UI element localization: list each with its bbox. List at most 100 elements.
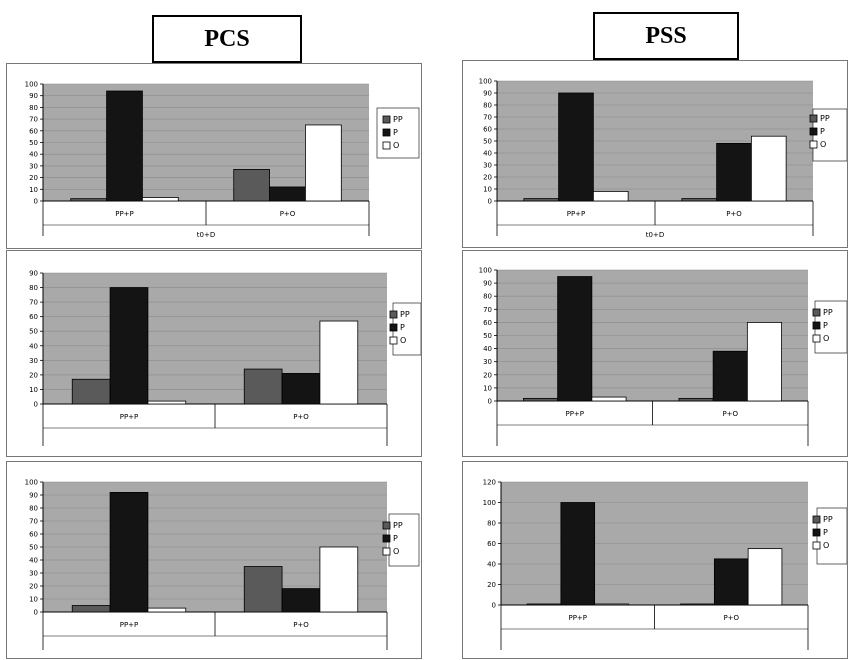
bar-pp [680, 603, 715, 606]
bar-o [750, 135, 787, 202]
y-tick-label: 70 [29, 299, 38, 307]
y-tick-label: 30 [29, 162, 38, 170]
y-tick-label: 70 [29, 518, 38, 526]
legend-label: O [393, 547, 399, 556]
legend-swatch-o [809, 140, 818, 149]
category-label: PP+P [120, 413, 139, 421]
bar-pp [71, 605, 111, 613]
legend-swatch-o [382, 547, 391, 556]
y-tick-label: 90 [483, 280, 492, 288]
pss-header-text: PSS [645, 22, 687, 49]
chart-pcs-3: 0 10 20 30 40 50 60 70 80 90 100 PP+P P+O PP P O [6, 461, 422, 659]
y-tick-label: 0 [34, 198, 38, 206]
legend-swatch-pp [812, 515, 821, 524]
y-tick-label: 0 [34, 401, 38, 409]
y-tick-label: 20 [29, 371, 38, 379]
category-label: PP+P [120, 621, 139, 629]
chart-pss-2: 0 10 20 30 40 50 60 70 80 90 100 PP+P P+O PP P O [462, 250, 848, 457]
bar-pp [243, 368, 283, 405]
bar-o [746, 322, 782, 402]
y-tick-label: 60 [29, 313, 38, 321]
legend-swatch-p [809, 127, 818, 136]
bar-p [109, 491, 149, 613]
y-tick-label: 0 [488, 198, 492, 206]
bar-pp [523, 198, 560, 202]
legend-label: PP [400, 310, 410, 319]
category-label: P+O [722, 410, 738, 418]
bar-p [269, 186, 306, 202]
legend-swatch-p [382, 128, 391, 137]
bar-o [592, 190, 629, 202]
bar-pp [678, 397, 714, 402]
legend-swatch-p [389, 323, 398, 332]
legend-label: O [820, 140, 826, 149]
y-tick-label: 100 [25, 479, 38, 487]
y-tick-label: 10 [483, 186, 492, 194]
legend-swatch-o [812, 334, 821, 343]
legend-label: PP [823, 515, 833, 524]
bar-p [712, 350, 748, 402]
category-label: P+O [723, 614, 739, 622]
bar-o [319, 546, 359, 613]
bar-p [560, 502, 596, 606]
bar-pp [681, 198, 718, 202]
y-tick-label: 90 [483, 90, 492, 98]
legend-swatch-o [812, 541, 821, 550]
legend-swatch-pp [812, 308, 821, 317]
legend-swatch-pp [382, 521, 391, 530]
y-tick-label: 20 [483, 174, 492, 182]
bar-pp [243, 566, 283, 613]
y-tick-label: 80 [29, 104, 38, 112]
legend-swatch-pp [809, 114, 818, 123]
y-tick-label: 60 [29, 531, 38, 539]
legend-label: PP [820, 114, 830, 123]
legend-label: P [400, 323, 405, 332]
bar-pp [233, 169, 270, 202]
y-tick-label: 10 [29, 386, 38, 394]
y-tick-label: 90 [29, 92, 38, 100]
y-tick-label: 70 [29, 116, 38, 124]
y-tick-label: 60 [487, 540, 496, 548]
y-tick-label: 60 [483, 319, 492, 327]
y-tick-label: 20 [29, 583, 38, 591]
y-tick-label: 50 [29, 544, 38, 552]
y-tick-label: 100 [479, 267, 492, 275]
category-label: PP+P [567, 210, 586, 218]
bar-p [713, 558, 749, 606]
chart-pcs-1: 0 10 20 30 40 50 60 70 80 90 100 PP+P P+O t0+D PP P O [6, 63, 422, 249]
legend-swatch-o [382, 141, 391, 150]
y-tick-label: 100 [479, 78, 492, 86]
pcs-header: PCS [152, 15, 302, 63]
y-tick-label: 50 [29, 139, 38, 147]
legend-swatch-p [812, 321, 821, 330]
legend-label: O [823, 334, 829, 343]
y-tick-label: 20 [483, 371, 492, 379]
chart-pss-1: 0 10 20 30 40 50 60 70 80 90 100 PP+P P+O t0+D PP P O [462, 60, 848, 248]
y-tick-label: 20 [487, 581, 496, 589]
y-tick-label: 60 [29, 127, 38, 135]
bar-pp [523, 397, 559, 402]
y-tick-label: 80 [483, 102, 492, 110]
y-tick-label: 40 [487, 561, 496, 569]
y-tick-label: 50 [29, 328, 38, 336]
bar-p [106, 90, 143, 202]
category-label: P+O [293, 413, 309, 421]
legend-label: P [393, 534, 398, 543]
y-tick-label: 80 [487, 520, 496, 528]
pss-header: PSS [593, 12, 739, 60]
y-tick-label: 0 [34, 609, 38, 617]
chart-pss-3: 0 20 40 60 80 100 120 PP+P P+O PP P O [462, 461, 848, 659]
y-tick-label: 40 [483, 150, 492, 158]
y-tick-label: 100 [25, 81, 38, 89]
bar-o [305, 124, 342, 202]
bar-pp [71, 378, 111, 405]
y-tick-label: 40 [29, 342, 38, 350]
x-axis-label: t0+D [646, 231, 664, 239]
y-tick-label: 120 [483, 479, 496, 487]
y-tick-label: 60 [483, 126, 492, 134]
bar-o [319, 320, 359, 405]
y-tick-label: 70 [483, 114, 492, 122]
y-tick-label: 0 [488, 398, 492, 406]
legend-label: PP [393, 521, 403, 530]
bar-o [594, 603, 629, 606]
